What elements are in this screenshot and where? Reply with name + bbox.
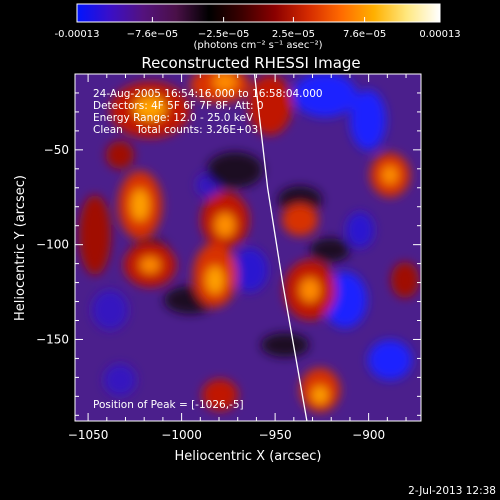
bright-core bbox=[382, 166, 398, 184]
x-tick-label: −900 bbox=[352, 428, 385, 442]
peak-position-label: Position of Peak = [-1026,-5] bbox=[93, 399, 244, 411]
info-detectors: Detectors: 4F 5F 6F 7F 8F, Att: 0 bbox=[93, 100, 264, 112]
negative-region bbox=[232, 248, 268, 292]
negative-region bbox=[104, 364, 136, 396]
bright-core bbox=[300, 278, 320, 302]
plot-frame bbox=[74, 73, 422, 422]
positive-region bbox=[79, 195, 111, 275]
plot-area: −1050 −1000 −950 −900 −50 −100 −150 bbox=[36, 73, 422, 442]
x-axis-label: Heliocentric X (arcsec) bbox=[175, 449, 322, 464]
positive-region bbox=[391, 262, 419, 298]
negative-region bbox=[368, 340, 412, 380]
trough-region bbox=[310, 238, 350, 262]
x-tick-label: −950 bbox=[259, 428, 292, 442]
x-tick-label: −1050 bbox=[68, 428, 109, 442]
info-overlay: 24-Aug-2005 16:54:16.000 to 16:58:04.000… bbox=[93, 88, 323, 411]
colorbar-tick-label: -0.00013 bbox=[55, 29, 100, 40]
y-tick-label: −100 bbox=[36, 238, 69, 252]
positive-region bbox=[106, 141, 134, 169]
info-total-counts: Clean Total counts: 3.26E+03 bbox=[93, 124, 258, 136]
bright-core bbox=[140, 257, 160, 273]
colorbar-tick-label: −7.6e−05 bbox=[127, 29, 179, 40]
trough-region bbox=[278, 186, 322, 214]
trough-region bbox=[207, 152, 263, 188]
footer-date: 2-Jul-2013 12:38 bbox=[408, 485, 496, 497]
colorbar: -0.00013 −7.6e−05 −2.5e−05 2.5e−05 7.6e−05 0.… bbox=[55, 3, 461, 51]
chart-title: Reconstructed RHESSI Image bbox=[141, 54, 360, 72]
x-tick-label: −1000 bbox=[161, 428, 202, 442]
info-time-range: 24-Aug-2005 16:54:16.000 to 16:58:04.000 bbox=[93, 88, 323, 100]
negative-region bbox=[92, 290, 128, 330]
bright-core bbox=[312, 386, 328, 404]
colorbar-tick-label: 7.6e−05 bbox=[343, 29, 386, 40]
negative-region bbox=[293, 74, 357, 117]
bright-core bbox=[213, 74, 237, 91]
negative-region bbox=[350, 90, 386, 150]
emission-map bbox=[79, 74, 419, 412]
colorbar-tick-label: −2.5e−05 bbox=[198, 29, 250, 40]
trough-region bbox=[261, 333, 309, 357]
negative-region bbox=[346, 212, 374, 248]
positive-region bbox=[248, 75, 292, 135]
bright-core bbox=[134, 96, 166, 120]
colorbar-gradient bbox=[76, 3, 441, 23]
solar-limb-line bbox=[253, 74, 308, 421]
bright-core bbox=[215, 213, 235, 237]
colorbar-tick-label: 0.00013 bbox=[419, 29, 460, 40]
axis-ticks: −1050 −1000 −950 −900 −50 −100 −150 bbox=[36, 73, 421, 442]
info-energy-range: Energy Range: 12.0 - 25.0 keV bbox=[93, 112, 254, 124]
colorbar-units: (photons cm⁻² s⁻¹ asec⁻²) bbox=[193, 40, 322, 51]
positive-region bbox=[202, 379, 238, 411]
positive-region bbox=[282, 204, 318, 236]
y-tick-label: −50 bbox=[44, 143, 69, 157]
bright-core bbox=[206, 266, 224, 294]
y-axis-label: Heliocentric Y (arcsec) bbox=[13, 175, 28, 321]
colorbar-tick-label: 2.5e−05 bbox=[272, 29, 315, 40]
bright-core bbox=[131, 189, 149, 221]
colorbar-ticks: -0.00013 −7.6e−05 −2.5e−05 2.5e−05 7.6e−05 0.… bbox=[55, 17, 461, 40]
y-tick-label: −150 bbox=[36, 332, 69, 346]
